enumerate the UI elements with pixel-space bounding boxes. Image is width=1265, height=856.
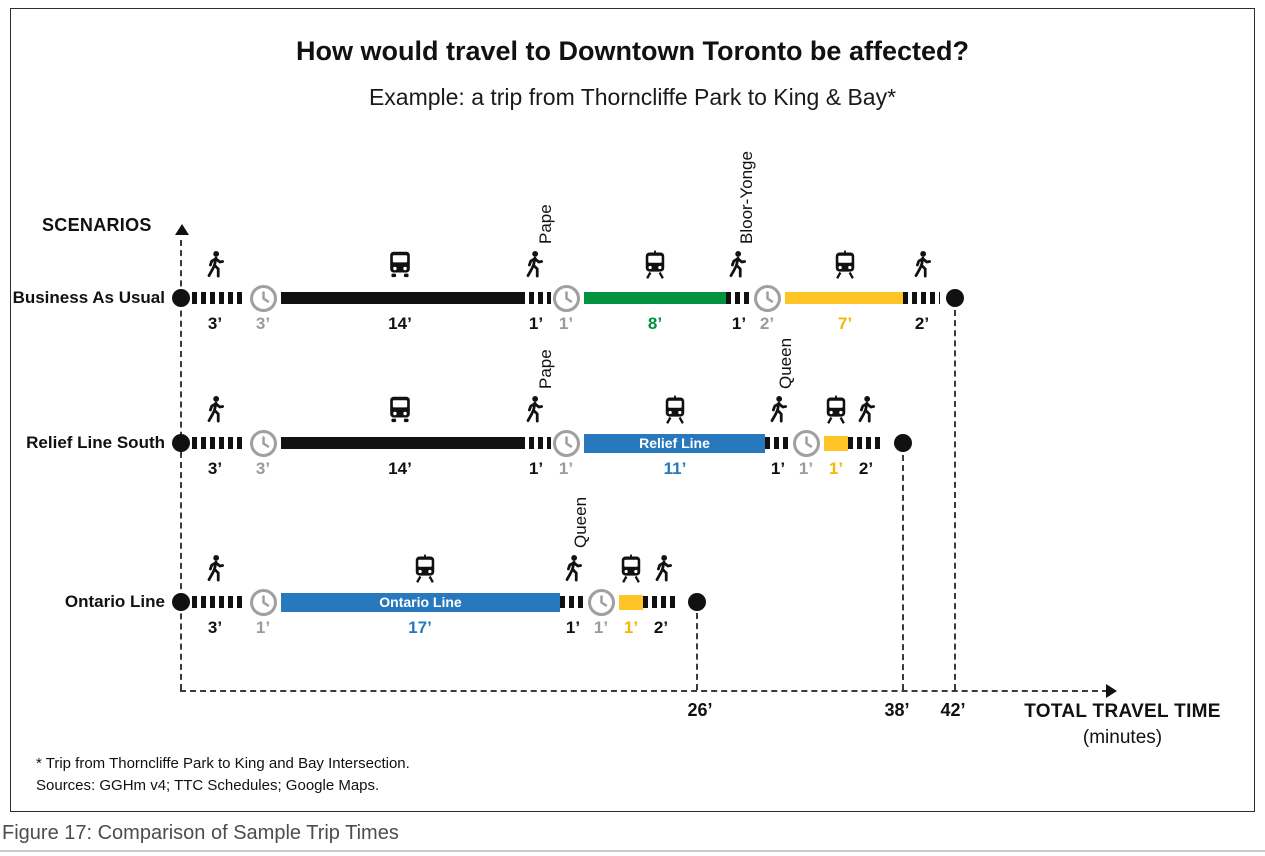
footnote-line-2: Sources: GGHm v4; TTC Schedules; Google … <box>36 777 380 794</box>
walk-segment <box>192 292 243 304</box>
duration-label: 8’ <box>647 314 663 333</box>
duration-label: 2’ <box>858 459 874 478</box>
walk-segment <box>192 437 243 449</box>
figure-frame <box>10 8 1255 812</box>
walker-icon <box>200 554 230 584</box>
train-icon <box>616 554 646 584</box>
station-label-queen: Queen <box>571 496 590 548</box>
subway-line2-segment <box>584 292 726 304</box>
trip-start-dot <box>172 289 190 307</box>
walk-segment <box>560 596 586 608</box>
x-axis-line <box>180 690 1108 692</box>
dropline-26 <box>696 613 698 690</box>
walk-segment <box>643 596 679 608</box>
duration-label: 3’ <box>207 459 223 478</box>
wait-duration-label: 2’ <box>759 314 775 333</box>
subway-line1-segment <box>619 595 643 610</box>
duration-label: 14’ <box>388 314 412 333</box>
wait-duration-label: 1’ <box>798 459 814 478</box>
clock-icon <box>249 588 278 617</box>
x-axis-label: TOTAL TRAVEL TIME <box>1024 701 1221 722</box>
figure-subtitle: Example: a trip from Thorncliffe Park to… <box>368 84 897 110</box>
wait-duration-label: 3’ <box>255 459 271 478</box>
walk-segment <box>520 292 551 304</box>
trip-end-dot <box>946 289 964 307</box>
figure-caption: Figure 17: Comparison of Sample Trip Tim… <box>2 822 399 844</box>
dropline-38 <box>902 455 904 690</box>
y-axis-line <box>180 240 182 690</box>
walk-segment <box>192 596 243 608</box>
x-axis-unit: (minutes) <box>1082 727 1163 748</box>
walker-icon <box>648 554 678 584</box>
duration-label: 17’ <box>408 618 432 637</box>
scenario-label: Relief Line South <box>26 433 165 452</box>
wait-duration-label: 3’ <box>255 314 271 333</box>
duration-label: 7’ <box>837 314 853 333</box>
trip-end-dot <box>688 593 706 611</box>
trip-start-dot <box>172 434 190 452</box>
subway-line1-segment <box>824 436 848 451</box>
x-tick-26: 26’ <box>687 700 713 720</box>
walk-segment <box>765 437 791 449</box>
wait-duration-label: 1’ <box>558 314 574 333</box>
y-axis-arrow-icon <box>175 224 189 235</box>
y-axis-label: SCENARIOS <box>42 215 152 235</box>
duration-label: 1’ <box>731 314 747 333</box>
x-axis-arrow-icon <box>1106 684 1117 698</box>
duration-label: 1’ <box>770 459 786 478</box>
duration-label: 3’ <box>207 314 223 333</box>
duration-label: 11’ <box>663 459 687 478</box>
train-icon <box>410 554 440 584</box>
walk-segment <box>848 437 884 449</box>
duration-label: 2’ <box>914 314 930 333</box>
clock-icon <box>587 588 616 617</box>
scenario-label: Business As Usual <box>12 288 165 307</box>
duration-label: 2’ <box>653 618 669 637</box>
ontario-line-segment: Ontario Line <box>281 593 560 612</box>
dropline-42 <box>954 310 956 690</box>
figure-title: How would travel to Downtown Toronto be … <box>296 36 969 66</box>
footnote-line-1: * Trip from Thorncliffe Park to King and… <box>36 755 410 772</box>
bottom-divider <box>0 850 1265 852</box>
relief-line-segment: Relief Line <box>584 434 765 453</box>
duration-label: 3’ <box>207 618 223 637</box>
x-tick-38: 38’ <box>884 700 910 720</box>
duration-label: 1’ <box>528 314 544 333</box>
duration-label: 1’ <box>828 459 844 478</box>
scenario-label: Ontario Line <box>64 592 165 611</box>
duration-label: 1’ <box>623 618 639 637</box>
walk-segment <box>520 437 551 449</box>
bus-segment <box>281 292 520 304</box>
bus-segment <box>281 437 520 449</box>
trip-end-dot <box>894 434 912 452</box>
walker-icon <box>558 554 588 584</box>
duration-label: 1’ <box>565 618 581 637</box>
wait-duration-label: 1’ <box>558 459 574 478</box>
wait-duration-label: 1’ <box>255 618 271 637</box>
wait-duration-label: 1’ <box>593 618 609 637</box>
walk-segment <box>726 292 752 304</box>
duration-label: 1’ <box>528 459 544 478</box>
walk-segment <box>903 292 940 304</box>
x-tick-42: 42’ <box>940 700 966 720</box>
trip-start-dot <box>172 593 190 611</box>
subway-line1-segment <box>785 292 903 304</box>
duration-label: 14’ <box>388 459 412 478</box>
